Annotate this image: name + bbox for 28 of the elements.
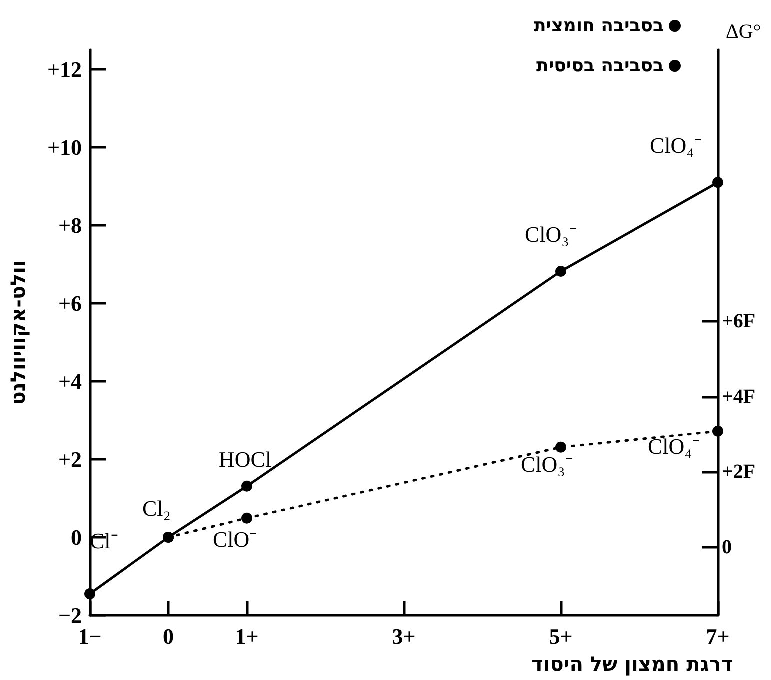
x-tick-label: 7+ [706,624,730,649]
y2-axis-title: ΔG° [726,21,762,43]
y-tick-label: +10 [47,135,82,160]
y-tick-label: +8 [58,213,82,238]
x-tick-label: 3+ [392,624,416,649]
annotation: ClO⁻ [213,526,257,552]
y-tick-label: +12 [47,57,82,82]
y2-tick-label: +2F [722,461,756,484]
y2-tick-label: 0 [722,536,732,559]
x-tick-label: 1+ [235,624,259,649]
y2-tick-label: +4F [722,386,756,408]
y-tick-label: +4 [58,369,82,394]
x-tick-label: 5+ [549,624,573,649]
legend-label: בסביבה בסיסית [536,56,664,76]
annotation: Cl₂ [142,496,171,521]
y-axis-title: וולט-אקוויוולנט [6,260,30,406]
y-tick-label: +6 [58,291,82,316]
annotation: ClO₃⁻ [525,222,576,248]
y-tick-label: 0 [71,525,82,550]
annotation: HOCl [219,446,272,472]
y-tick-label: +2 [58,447,82,472]
y2-tick-label: +6F [722,310,756,332]
legend-label: בסביבה חומצית [534,16,664,36]
annotation: ClO₃⁻ [521,452,572,477]
annotation: ClO₄⁻ [650,133,702,158]
x-tick-label: 0 [163,624,174,649]
annotation: ClO₄⁻ [648,434,700,459]
x-axis-title: דרגת חמצון של היסוד [532,652,734,676]
